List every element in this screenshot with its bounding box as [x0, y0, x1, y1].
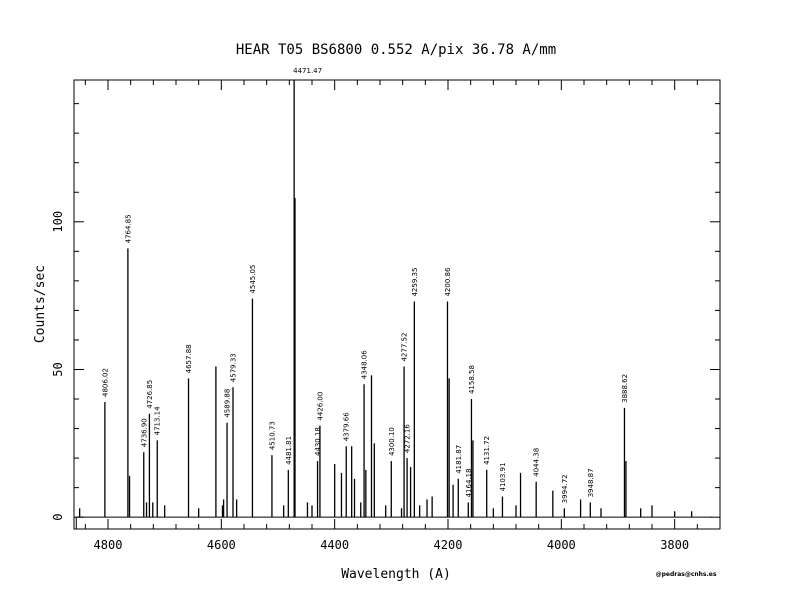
peak-label: 4426.00: [316, 392, 324, 421]
x-tick-label: 4800: [94, 538, 123, 552]
peak-label: 4510.73: [268, 421, 276, 450]
peak-label: 4589.88: [224, 389, 232, 418]
plot-area: 4800 4600 4400 4200 4000 3800 0 50 100 4806.02 47…: [51, 67, 721, 552]
peak-label: 4259.35: [411, 268, 419, 297]
peak-label: 4579.33: [230, 353, 238, 382]
peak-label: 4430.18: [314, 427, 322, 456]
x-tick-label: 4600: [207, 538, 236, 552]
spectrum-lines: [75, 80, 712, 529]
peak-label: 4103.91: [499, 463, 507, 492]
x-tick-label: 3800: [660, 538, 689, 552]
peak-label: 3948.87: [587, 468, 595, 497]
y-tick-label: 0: [51, 514, 65, 521]
peak-label: 4348.06: [361, 350, 369, 379]
peak-label: 4300.10: [388, 427, 396, 456]
axis-ticks: 4800 4600 4400 4200 4000 3800 0 50 100: [51, 80, 720, 552]
peak-label: 4131.72: [483, 436, 491, 465]
chart-title: HEAR T05 BS6800 0.552 A/pix 36.78 A/mm: [236, 42, 556, 58]
peak-label: 4044.38: [533, 448, 541, 477]
peak-label: 4277.52: [401, 333, 409, 362]
y-axis-label: Counts/sec: [33, 265, 48, 343]
peak-label: 4657.88: [185, 344, 193, 373]
peak-label: 3994.72: [561, 474, 569, 503]
peak-label: 4181.87: [455, 445, 463, 474]
peak-label: 4158.58: [468, 365, 476, 394]
credit-text: @pedras@cnhs.es: [656, 571, 717, 578]
peak-label: 4272.16: [404, 424, 412, 453]
peak-label: 3888.62: [621, 374, 629, 403]
peak-label: 4736.90: [140, 418, 148, 447]
peak-label: 4726.85: [146, 380, 154, 409]
peak-label: 4481.81: [285, 436, 293, 465]
x-axis-label: Wavelength (A): [341, 567, 451, 582]
peak-label: 4164.18: [465, 468, 473, 497]
y-tick-label: 50: [51, 362, 65, 376]
peak-label: 4764.85: [124, 214, 132, 243]
y-tick-label: 100: [51, 211, 65, 233]
plot-frame: [73, 79, 721, 530]
peak-label: 4713.14: [154, 406, 162, 435]
peak-label: 4471.47: [293, 67, 322, 75]
peak-label: 4379.66: [343, 412, 351, 441]
peak-label: 4200.86: [444, 267, 452, 296]
x-tick-label: 4400: [320, 538, 349, 552]
x-tick-label: 4000: [547, 538, 576, 552]
x-tick-label: 4200: [434, 538, 463, 552]
peak-label: 4545.05: [249, 265, 257, 294]
peak-label: 4806.02: [101, 368, 109, 397]
